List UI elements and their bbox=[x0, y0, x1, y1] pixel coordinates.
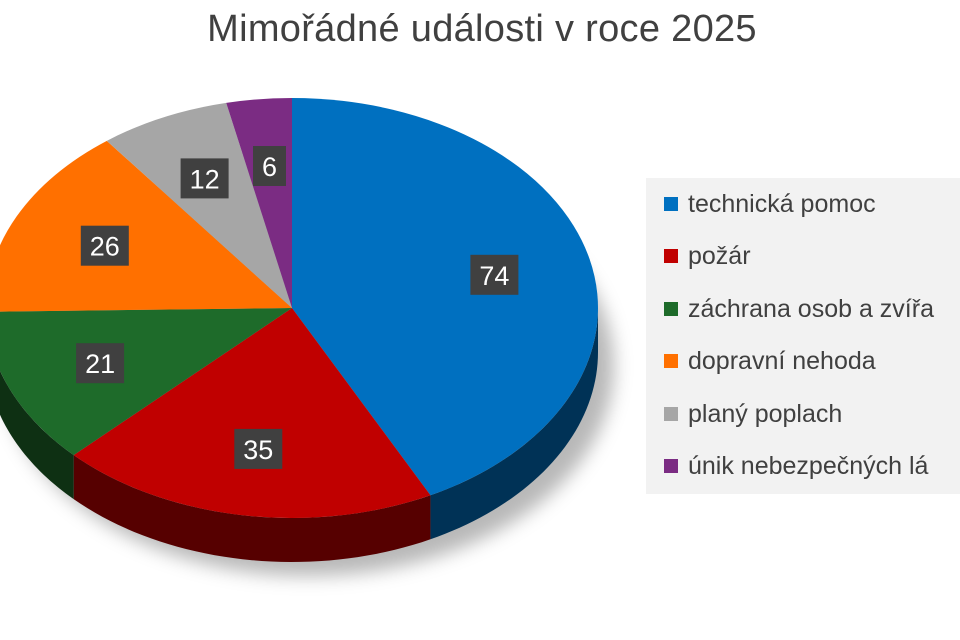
legend-label: požár bbox=[688, 242, 751, 271]
data-label-box-1 bbox=[234, 428, 283, 469]
data-label-2: 21 bbox=[85, 349, 115, 379]
pie-slice-side-0 bbox=[430, 308, 598, 540]
chart-legend: technická pomoc požár záchrana osob a zvíř… bbox=[646, 178, 960, 494]
legend-label: dopravní nehoda bbox=[688, 347, 876, 376]
legend-item: planý poplach bbox=[646, 398, 960, 450]
pie-slice-side-2 bbox=[0, 370, 74, 500]
data-label-box-5 bbox=[253, 146, 286, 186]
legend-item: záchrana osob a zvířa bbox=[646, 293, 960, 345]
chart-title: Mimořádné události v roce 2025 bbox=[207, 8, 757, 50]
legend-item: technická pomoc bbox=[646, 188, 960, 240]
pie-slice-1 bbox=[73, 308, 431, 518]
pie-slice-4 bbox=[106, 102, 292, 308]
legend-swatch bbox=[664, 458, 678, 473]
legend-swatch bbox=[664, 249, 678, 264]
legend-label: planý poplach bbox=[688, 399, 843, 428]
pie-slice-3 bbox=[0, 140, 292, 312]
data-label-box-4 bbox=[180, 158, 229, 199]
data-label-3: 26 bbox=[90, 232, 120, 262]
data-label-0: 74 bbox=[479, 261, 509, 291]
data-label-box-0 bbox=[470, 254, 519, 295]
legend-label: technická pomoc bbox=[688, 190, 876, 218]
legend-item: požár bbox=[646, 240, 960, 292]
legend-item: dopravní nehoda bbox=[646, 345, 960, 397]
pie-slice-0 bbox=[292, 98, 598, 496]
legend-swatch bbox=[664, 406, 678, 421]
data-label-box-2 bbox=[76, 343, 125, 384]
data-label-1: 35 bbox=[243, 435, 273, 465]
legend-swatch bbox=[664, 197, 678, 211]
legend-swatch bbox=[664, 354, 678, 369]
legend-label: únik nebezpečných lá bbox=[688, 451, 929, 480]
data-label-4: 12 bbox=[190, 164, 220, 194]
legend-label: záchrana osob a zvířa bbox=[688, 294, 934, 323]
legend-item: únik nebezpečných lá bbox=[646, 450, 960, 502]
data-label-box-3 bbox=[80, 225, 129, 266]
pie-slice-2 bbox=[0, 308, 292, 456]
pie-slice-side-1 bbox=[73, 455, 431, 562]
data-label-5: 6 bbox=[262, 152, 277, 182]
legend-swatch bbox=[664, 301, 678, 316]
